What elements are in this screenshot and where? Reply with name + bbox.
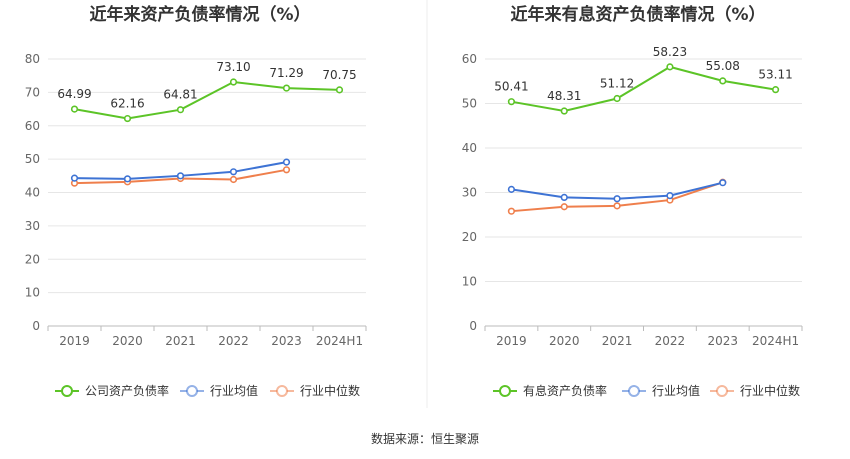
x-tick-label: 2024H1 xyxy=(316,334,363,348)
y-tick-label: 0 xyxy=(32,319,40,333)
legend-label: 有息资产负债率 xyxy=(523,383,607,398)
data-point xyxy=(507,207,516,215)
chart-title: 近年来有息资产负债率情况（%） xyxy=(510,4,765,25)
data-point xyxy=(613,195,621,203)
y-tick-label: 70 xyxy=(25,85,40,99)
data-label: 73.10 xyxy=(216,60,250,74)
data-point xyxy=(560,193,568,201)
x-tick-label: 2020 xyxy=(549,334,580,348)
data-point xyxy=(123,114,132,123)
data-point xyxy=(176,172,185,180)
data-point xyxy=(613,94,621,103)
data-label: 58.23 xyxy=(653,45,687,59)
y-tick-label: 20 xyxy=(25,252,40,266)
x-tick-label: 2022 xyxy=(655,334,686,348)
data-point xyxy=(70,105,79,113)
y-tick-label: 10 xyxy=(462,275,477,289)
data-label: 62.16 xyxy=(110,97,144,111)
data-point xyxy=(229,78,238,86)
data-label: 70.75 xyxy=(322,68,356,82)
data-label: 48.31 xyxy=(547,89,581,103)
data-point xyxy=(176,106,185,114)
data-label: 53.11 xyxy=(758,68,792,82)
series-line xyxy=(511,65,776,113)
y-tick-label: 80 xyxy=(25,52,40,66)
y-tick-label: 60 xyxy=(25,119,40,133)
x-tick-label: 2023 xyxy=(707,334,738,348)
chart-title: 近年来资产负债率情况（%） xyxy=(89,4,310,25)
y-tick-label: 60 xyxy=(462,52,477,66)
y-tick-label: 50 xyxy=(25,152,40,166)
y-tick-label: 40 xyxy=(462,141,477,155)
data-label: 71.29 xyxy=(269,66,303,80)
legend-marker xyxy=(276,385,288,397)
x-tick-label: 2022 xyxy=(218,334,249,348)
y-tick-label: 30 xyxy=(462,186,477,200)
data-point xyxy=(282,166,291,174)
legend-label: 行业均值 xyxy=(210,383,258,398)
y-tick-label: 20 xyxy=(462,230,477,244)
chart-debt-ratio: 近年来资产负债率情况（%） 0 10 20 30 40 50 60 70 80 2019 2020 20… xyxy=(25,4,367,398)
x-tick-label: 2021 xyxy=(165,334,196,348)
data-label: 51.12 xyxy=(600,77,634,91)
data-point xyxy=(282,158,291,166)
legend-marker xyxy=(499,385,511,397)
legend-marker xyxy=(61,385,73,397)
legend-label: 行业中位数 xyxy=(300,383,360,398)
legend-marker xyxy=(628,385,640,397)
data-point xyxy=(335,86,344,94)
data-point xyxy=(560,107,568,115)
legend-label: 行业中位数 xyxy=(740,383,800,398)
y-tick-label: 50 xyxy=(462,97,477,111)
data-point xyxy=(613,202,621,210)
data-point xyxy=(282,84,291,92)
legend-label: 公司资产负债率 xyxy=(85,383,169,398)
legend-marker xyxy=(716,385,728,397)
data-label: 50.41 xyxy=(494,80,528,94)
x-tick-label: 2021 xyxy=(602,334,633,348)
y-tick-label: 30 xyxy=(25,219,40,233)
legend-marker xyxy=(186,385,198,397)
data-point xyxy=(560,203,568,211)
y-tick-label: 10 xyxy=(25,286,40,300)
data-label: 64.81 xyxy=(163,88,197,102)
data-point xyxy=(229,175,238,184)
data-point xyxy=(70,174,79,182)
y-tick-label: 40 xyxy=(25,186,40,200)
data-point xyxy=(719,179,727,187)
series-line xyxy=(74,81,340,120)
source-note: 数据来源：恒生聚源 xyxy=(371,431,479,446)
legend-label: 行业均值 xyxy=(652,383,700,398)
chart-interest-debt-ratio: 近年来有息资产负债率情况（%） 0 10 20 30 40 50 60 2019 2020 2021… xyxy=(462,4,803,398)
x-tick-label: 2019 xyxy=(496,334,527,348)
x-tick-label: 2023 xyxy=(271,334,302,348)
data-label: 64.99 xyxy=(57,87,91,101)
data-point xyxy=(123,175,132,183)
x-tick-label: 2019 xyxy=(59,334,90,348)
data-point xyxy=(666,63,674,71)
data-point xyxy=(507,98,516,106)
x-tick-label: 2024H1 xyxy=(752,334,799,348)
data-label: 55.08 xyxy=(706,59,740,73)
data-point xyxy=(229,168,238,176)
data-point xyxy=(771,86,780,94)
y-tick-label: 0 xyxy=(469,319,477,333)
data-point xyxy=(719,77,727,85)
x-tick-label: 2020 xyxy=(112,334,143,348)
data-point xyxy=(666,192,674,200)
data-point xyxy=(507,185,516,193)
